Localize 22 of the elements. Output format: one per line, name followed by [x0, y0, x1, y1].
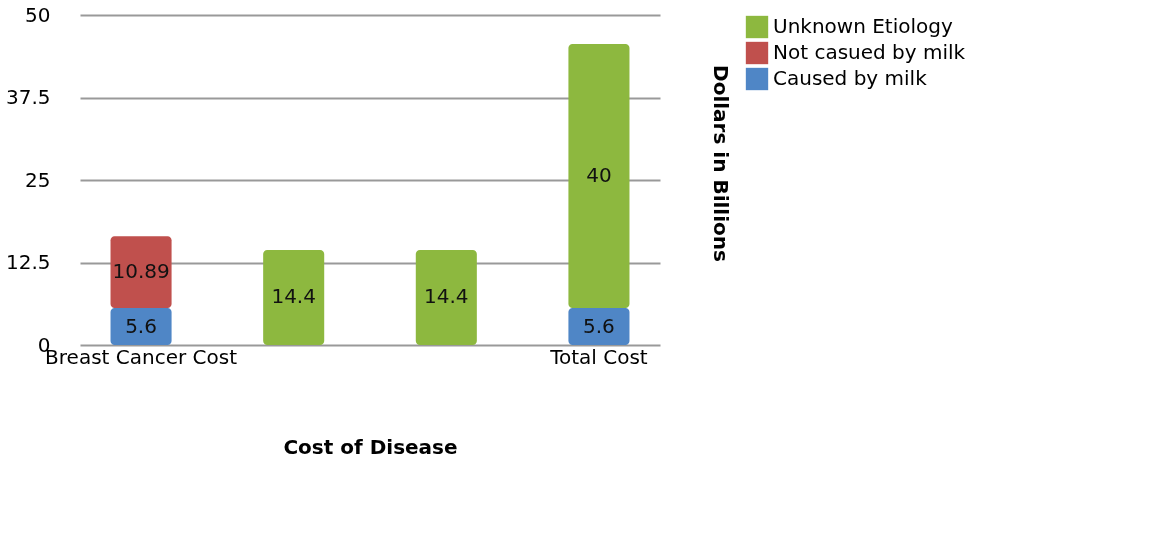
data-label: 10.89: [112, 259, 170, 284]
y-tick-label: 12.5: [5, 250, 51, 274]
data-label: 5.6: [583, 313, 615, 338]
data-label: 14.4: [271, 284, 316, 309]
x-axis-title: Cost of Disease: [283, 434, 458, 459]
data-label: 40: [586, 163, 612, 188]
legend-label: Not casued by milk: [773, 40, 966, 64]
y-tick-label: 37.5: [5, 85, 51, 109]
bar: [568, 308, 630, 345]
y-axis-title: Dollars in Billions: [709, 65, 733, 262]
data-label: 14.4: [424, 284, 469, 309]
legend-label: Unknown Etiology: [773, 14, 953, 38]
bar: [110, 236, 172, 309]
y-tick-label: 25: [25, 167, 51, 192]
y-tick-label: 50: [25, 2, 51, 27]
data-label: 5.6: [125, 313, 157, 338]
bar: [263, 249, 325, 345]
bar: [415, 249, 477, 345]
bar: [110, 308, 172, 345]
x-tick-label: Total Cost: [549, 344, 648, 369]
legend-label: Caused by milk: [773, 66, 928, 90]
bar: [568, 44, 630, 309]
